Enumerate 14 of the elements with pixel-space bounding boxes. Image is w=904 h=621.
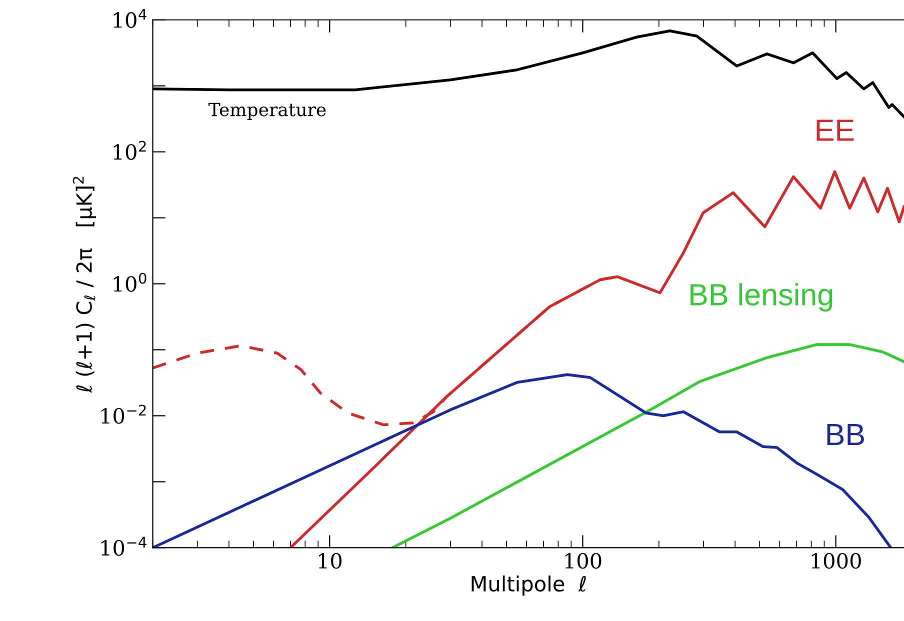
series-label: BB bbox=[827, 424, 864, 446]
series-label: EE bbox=[816, 120, 854, 141]
y-tick-label: 10$^{2}$ bbox=[114, 140, 146, 160]
y-axis-title: ℓ (ℓ+1) C$_{ℓ}$ / 2π [μK]$^{2}$ bbox=[72, 176, 96, 394]
x-tick-label: 1000 bbox=[812, 552, 861, 569]
y-tick-label: 10$^{−2}$ bbox=[102, 404, 146, 424]
series-label: BB lensing bbox=[690, 283, 832, 312]
y-tick-label: 10$^{−4}$ bbox=[102, 536, 146, 556]
y-tick-label: 10$^{4}$ bbox=[114, 9, 146, 28]
x-tick-label: 10 bbox=[318, 552, 342, 569]
y-tick-label: 10$^{0}$ bbox=[114, 272, 146, 292]
series-label: Temperature bbox=[208, 102, 326, 120]
x-axis-title: Multipole ℓ bbox=[472, 576, 586, 596]
x-tick-label: 100 bbox=[565, 552, 602, 569]
